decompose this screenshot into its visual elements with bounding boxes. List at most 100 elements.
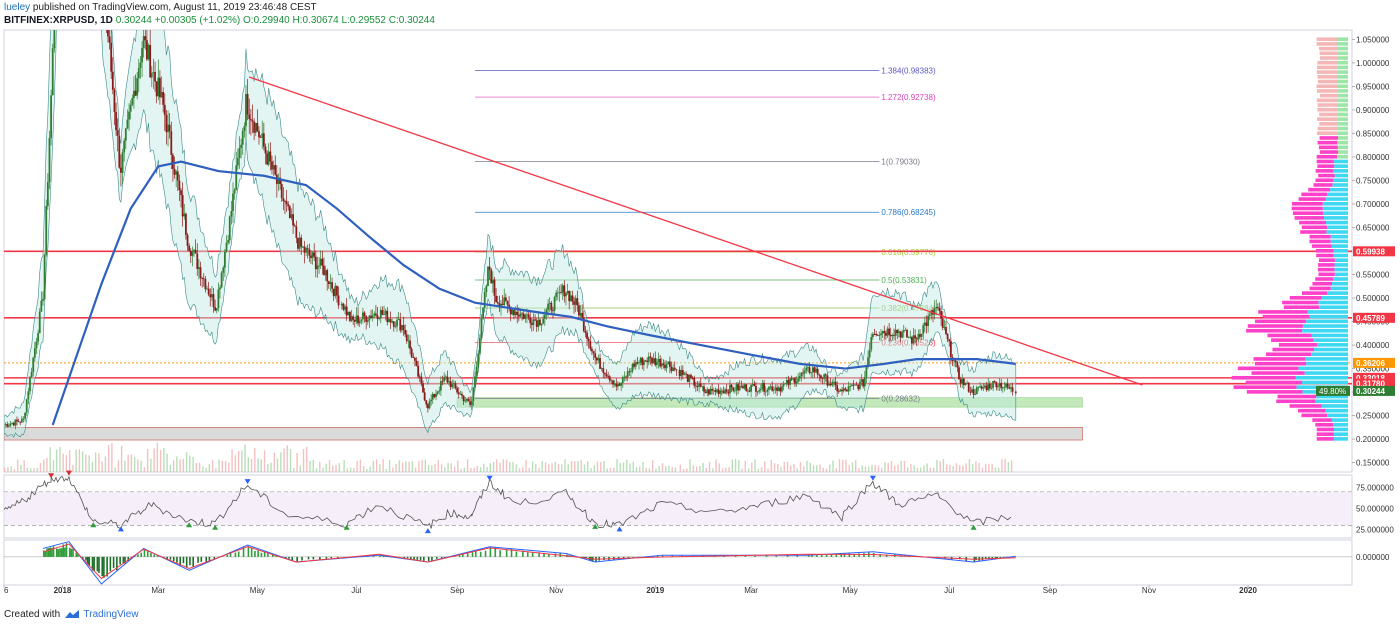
macd-histogram-bar	[372, 555, 375, 557]
volume-bar	[85, 454, 87, 472]
macd-histogram-bar	[169, 556, 172, 560]
volume-profile-up	[1327, 413, 1348, 418]
volume-profile-down	[1318, 145, 1338, 150]
macd-axis-label: 0.000000	[1356, 553, 1390, 562]
author-link[interactable]: lueley	[4, 2, 31, 13]
volume-bar	[362, 466, 365, 472]
candle-body	[233, 189, 236, 194]
candle-body	[571, 295, 574, 302]
volume-profile-up	[1301, 380, 1348, 385]
macd-histogram-bar	[284, 556, 287, 559]
volume-bar	[283, 448, 285, 472]
volume-profile-down	[1254, 361, 1307, 366]
candle-body	[550, 302, 553, 311]
macd-histogram-bar	[127, 556, 130, 562]
volume-profile-down	[1276, 399, 1316, 404]
volume-profile-down	[1311, 244, 1332, 248]
volume-bar	[773, 463, 776, 472]
price-axis-label: 0.500000	[1356, 294, 1390, 303]
candle-body	[696, 386, 699, 388]
volume-bar	[945, 464, 948, 472]
volume-profile-down	[1317, 89, 1338, 93]
macd-pane[interactable]	[3, 539, 1353, 586]
volume-profile-down	[1253, 357, 1306, 361]
fib-level-label: 0(0.28632)	[881, 394, 920, 403]
rsi-overbought-marker	[65, 470, 72, 476]
rsi-overbought-marker	[48, 473, 55, 479]
rsi-pane[interactable]	[3, 470, 1353, 539]
lower-zone-rect	[4, 427, 1083, 441]
volume-profile-down	[1313, 183, 1333, 187]
candle-body	[837, 391, 840, 393]
volume-profile-up	[1334, 164, 1348, 168]
volume-profile-down	[1316, 154, 1338, 159]
macd-histogram-bar	[786, 555, 789, 557]
candle-body	[706, 389, 709, 394]
volume-bar	[832, 460, 834, 472]
candle-body	[625, 376, 627, 378]
volume-profile-up	[1334, 173, 1348, 178]
candle-body	[475, 366, 478, 377]
candle-body	[737, 384, 739, 391]
candle-body	[32, 357, 35, 372]
candle-body	[461, 393, 463, 396]
candle-body	[685, 373, 688, 375]
tradingview-brand[interactable]: TradingView	[83, 609, 139, 620]
candle-body	[566, 290, 569, 293]
candle-body	[331, 282, 333, 289]
volume-bar	[1010, 460, 1013, 472]
volume-profile-down	[1309, 234, 1331, 239]
volume-bar	[910, 464, 912, 472]
candle-body	[506, 300, 509, 305]
volume-bar	[75, 449, 77, 472]
volume-profile-down	[1262, 314, 1310, 319]
macd-histogram-bar	[461, 554, 464, 557]
candle-body	[324, 270, 327, 276]
candle-body	[48, 137, 51, 183]
volume-bar	[237, 450, 240, 472]
macd-histogram-bar	[444, 556, 446, 558]
volume-bar	[1001, 459, 1003, 472]
candle-body	[251, 120, 254, 122]
candle-body	[355, 315, 358, 322]
candle-body	[381, 309, 384, 315]
candle-body	[529, 317, 532, 324]
candle-body	[756, 391, 759, 393]
candle-body	[504, 297, 507, 301]
price-change: +0.00305 (+1.02%)	[154, 15, 241, 26]
candle-body	[668, 361, 671, 367]
macd-histogram-bar	[51, 547, 53, 557]
macd-histogram-bar	[271, 553, 274, 557]
volume-bar	[981, 467, 984, 472]
price-pane[interactable]: 1.384(0.98383) 1.272(0.92738) 1(0.79030) 0.…	[3, 0, 1353, 473]
volume-profile-down	[1298, 408, 1326, 413]
symbol-info: BITFINEX:XRPUSD, 1D 0.30244 +0.00305 (+1…	[4, 15, 435, 26]
candle-body	[694, 385, 697, 387]
candle-body	[217, 289, 220, 309]
macd-histogram-bar	[260, 552, 263, 557]
macd-histogram-bar	[431, 556, 433, 561]
candle-body	[214, 307, 217, 311]
macd-histogram-bar	[617, 556, 620, 559]
volume-bar	[744, 460, 746, 472]
candle-body	[526, 314, 528, 316]
candle-body	[238, 147, 241, 159]
candle-body	[42, 298, 44, 301]
volume-profile-up	[1330, 234, 1348, 239]
candle-body	[29, 377, 31, 392]
candle-body	[698, 383, 701, 387]
volume-profile-down	[1301, 291, 1328, 295]
volume-bar	[635, 467, 638, 472]
candle-body	[191, 250, 194, 256]
candle-body	[670, 366, 673, 372]
volume-profile-down	[1312, 281, 1332, 286]
volume-profile-up	[1337, 60, 1348, 65]
candle-body	[604, 372, 606, 375]
candle-body	[136, 78, 139, 96]
candle-body	[852, 384, 855, 386]
candle-body	[451, 383, 454, 388]
volume-bar	[42, 459, 45, 472]
macd-histogram-bar	[124, 556, 126, 564]
volume-profile-down	[1292, 211, 1324, 215]
